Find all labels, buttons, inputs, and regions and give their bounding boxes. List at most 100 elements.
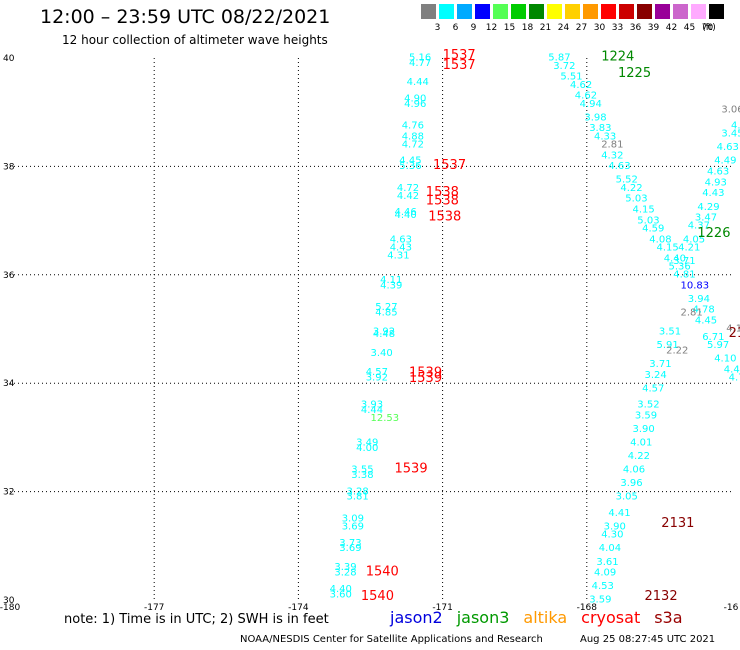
scale-label: 18 xyxy=(521,23,534,33)
swh-label: 4.31 xyxy=(387,251,409,262)
swh-label: 10.83 xyxy=(681,280,710,291)
swh-label: 2.81 xyxy=(681,307,703,318)
swh-label: 4.45 xyxy=(695,316,717,327)
swh-label: 6.71 xyxy=(702,332,724,343)
y-tick-label: 30 xyxy=(3,596,15,606)
swh-label: 4.43 xyxy=(390,242,412,253)
scale-label: 36 xyxy=(629,23,642,33)
time-label: 1224 xyxy=(601,50,634,65)
scale-swatch xyxy=(655,4,670,19)
swh-label: 3.24 xyxy=(645,370,667,381)
swh-label: 4.78 xyxy=(693,305,715,316)
swh-label: 4.32 xyxy=(601,150,623,161)
swh-label: 3.71 xyxy=(673,256,695,267)
satellite-s3a: s3a xyxy=(654,608,683,627)
swh-label: 4.63 xyxy=(390,234,412,245)
scale-swatch xyxy=(619,4,634,19)
swh-label: 4.76 xyxy=(402,121,424,132)
scale-swatch xyxy=(565,4,580,19)
swh-label: 4.63 xyxy=(717,142,739,153)
swh-label: 3.71 xyxy=(649,359,671,370)
scale-label: 42 xyxy=(665,23,678,33)
satellite-jason2: jason2 xyxy=(390,608,443,627)
scale-swatch xyxy=(547,4,562,19)
swh-label: 4.10 xyxy=(714,354,736,365)
time-label: 2131 xyxy=(661,516,694,531)
scale-swatch xyxy=(529,4,544,19)
swh-label: 3.39 xyxy=(334,562,356,573)
swh-label: 5.52 xyxy=(616,175,638,186)
swh-label: 4.40 xyxy=(395,210,417,221)
swh-label: 4.41 xyxy=(608,508,630,519)
time-label: 1539 xyxy=(409,371,442,386)
scale-label: 33 xyxy=(611,23,624,33)
scale-swatch xyxy=(673,4,688,19)
satellite-cryosat: cryosat xyxy=(581,608,641,627)
swh-label: 4.04 xyxy=(599,543,621,554)
scale-label: 12 xyxy=(485,23,498,33)
swh-label: 3.45 xyxy=(721,129,740,140)
swh-label: 4.57 xyxy=(366,367,388,378)
satellite-jason3: jason3 xyxy=(456,608,510,627)
time-label: 2132 xyxy=(645,589,678,604)
scale-label: 70 xyxy=(701,23,714,33)
swh-label: 3.49 xyxy=(356,438,378,449)
swh-label: 4.46 xyxy=(395,207,417,218)
scale-unit: (ft) xyxy=(702,23,716,33)
swh-label: 4.06 xyxy=(623,465,645,476)
swh-label: 4.44 xyxy=(407,77,429,88)
swh-label: 4.93 xyxy=(705,177,727,188)
swh-label: 4.48 xyxy=(724,364,740,375)
swh-label: 4.79 xyxy=(731,121,740,132)
scale-swatch xyxy=(493,4,508,19)
time-label: 2130 xyxy=(729,326,740,341)
x-tick-label: -168 xyxy=(577,603,598,613)
scale-label: 6 xyxy=(452,23,459,33)
scale-label: 45 xyxy=(683,23,696,33)
y-tick-label: 36 xyxy=(3,271,15,281)
swh-label: 4.08 xyxy=(649,234,671,245)
swh-label: 5.16 xyxy=(409,53,431,64)
scale-swatch xyxy=(601,4,616,19)
swh-label: 4.48 xyxy=(373,329,395,340)
swh-label: 3.28 xyxy=(334,568,356,579)
swh-label: 4.43 xyxy=(702,188,724,199)
swh-label: 3.28 xyxy=(347,486,369,497)
swh-label: 2.22 xyxy=(666,345,688,356)
swh-label: 4.49 xyxy=(714,156,736,167)
time-label: 1539 xyxy=(395,462,428,477)
swh-label: 3.90 xyxy=(633,424,655,435)
swh-label: 4.00 xyxy=(356,443,378,454)
swh-label: 3.61 xyxy=(596,557,618,568)
scale-label: 21 xyxy=(539,23,552,33)
y-tick-label: 34 xyxy=(3,379,15,389)
swh-label: 3.73 xyxy=(339,538,361,549)
swh-label: 3.90 xyxy=(604,522,626,533)
scale-label: 39 xyxy=(647,23,660,33)
swh-label: 4.88 xyxy=(402,131,424,142)
swh-label: 3.09 xyxy=(342,513,364,524)
credit-text: NOAA/NESDIS Center for Satellite Applica… xyxy=(240,634,543,645)
swh-label: 4.85 xyxy=(375,307,397,318)
scale-swatch xyxy=(439,4,454,19)
swh-label: 4.72 xyxy=(402,139,424,150)
swh-label: 4.81 xyxy=(673,270,695,281)
scale-swatch xyxy=(691,4,706,19)
swh-label: 3.06 xyxy=(721,105,740,116)
swh-label: 4.15 xyxy=(633,205,655,216)
swh-label: 5.97 xyxy=(707,340,729,351)
time-label: 1538 xyxy=(428,210,461,225)
scale-swatch xyxy=(709,4,724,19)
swh-label: 3.98 xyxy=(584,112,606,123)
time-label: 1538 xyxy=(426,185,459,200)
swh-label: 3.38 xyxy=(351,470,373,481)
swh-label: 4.57 xyxy=(642,383,664,394)
scale-swatch xyxy=(475,4,490,19)
swh-label: 4.37 xyxy=(688,221,710,232)
swh-label: 4.77 xyxy=(409,58,431,69)
axes: -180 -177 -174 -171 -168 -16 30 32 34 36 38 40 xyxy=(0,54,739,613)
swh-label: 3.55 xyxy=(351,465,373,476)
swh-label: 4.45 xyxy=(399,156,421,167)
y-tick-label: 32 xyxy=(3,488,14,498)
